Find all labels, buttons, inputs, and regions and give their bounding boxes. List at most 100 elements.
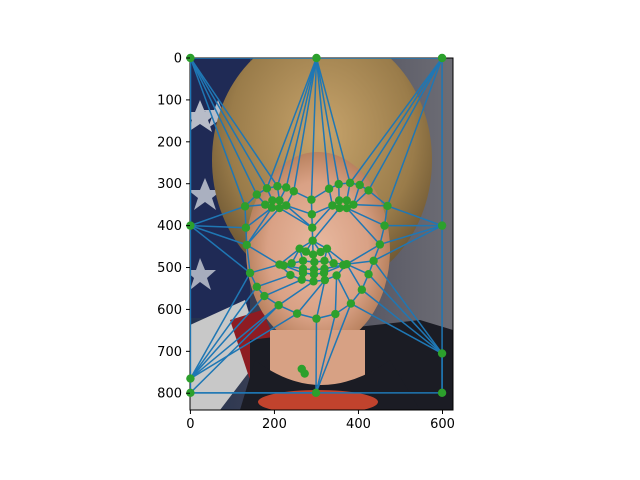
- triangulation-edge: [285, 58, 318, 188]
- landmark-point: [312, 314, 321, 323]
- landmark-point: [309, 270, 319, 279]
- triangulation-edge: [190, 312, 298, 380]
- landmark-point: [322, 244, 332, 253]
- landmark-point: [275, 196, 284, 205]
- triangulation-edge: [311, 205, 333, 229]
- triangulation-edge: [361, 289, 443, 355]
- triangulation-edge: [190, 58, 268, 189]
- landmark-point: [308, 236, 317, 245]
- landmark-point: [308, 250, 318, 259]
- triangulation-edge: [315, 313, 337, 393]
- triangulation-edge: [245, 207, 273, 229]
- triangulation-edge: [350, 302, 443, 355]
- landmark-point: [320, 256, 329, 266]
- landmark-point: [329, 259, 338, 268]
- triangulation-edge: [293, 58, 318, 192]
- triangulation-edge: [353, 203, 388, 207]
- y-tick-label: 0: [174, 52, 182, 67]
- triangulation-edge: [315, 58, 330, 189]
- landmark-point: [186, 374, 195, 383]
- triangulation-edge: [315, 279, 326, 319]
- landmark-point: [332, 271, 341, 280]
- triangulation-edge: [190, 205, 246, 227]
- triangulation-edge: [190, 58, 246, 207]
- triangulation-edge: [278, 280, 314, 306]
- landmark-point: [260, 291, 269, 301]
- triangulation-edge: [373, 224, 443, 262]
- x-tick-label: 400: [346, 417, 371, 432]
- x-tick-label: 200: [262, 417, 287, 432]
- triangulation-edge: [367, 58, 443, 191]
- landmark-point: [312, 53, 321, 63]
- landmark-point: [301, 247, 311, 256]
- landmark-point: [262, 184, 272, 193]
- landmark-point: [252, 282, 262, 291]
- landmark-point: [307, 210, 317, 219]
- triangulation-edge: [246, 244, 280, 266]
- y-tick-label: 100: [157, 93, 182, 108]
- landmark-point: [275, 203, 284, 213]
- triangulation-edge: [368, 273, 443, 354]
- landmark-point: [311, 388, 321, 398]
- landmark-point: [355, 180, 364, 190]
- landmark-point: [437, 349, 447, 358]
- landmark-point: [298, 256, 308, 266]
- landmark-point: [345, 178, 355, 188]
- x-tick-label: 0: [186, 417, 194, 432]
- triangulation-edge: [334, 275, 338, 315]
- triangulation-edge: [190, 224, 247, 246]
- landmark-point: [242, 240, 251, 250]
- y-axis: 0 100 200 300 400 500 600 700 800: [157, 52, 190, 402]
- landmark-point: [328, 201, 337, 210]
- y-tick-label: 800: [157, 387, 182, 402]
- landmark-point: [267, 203, 277, 212]
- landmark-point: [334, 196, 344, 205]
- triangulation-edge: [335, 275, 352, 304]
- x-axis: 0 200 400 600: [186, 410, 455, 432]
- landmark-point: [339, 260, 348, 270]
- landmark-point: [324, 184, 334, 193]
- landmark-point: [320, 275, 330, 285]
- landmark-point: [335, 203, 344, 213]
- landmark-point: [437, 221, 447, 230]
- triangulation-edge: [249, 263, 280, 274]
- landmark-point: [289, 187, 298, 196]
- landmark-points: [186, 53, 447, 398]
- triangulation-edge: [279, 207, 313, 229]
- landmark-point: [437, 388, 447, 398]
- triangulation-edge: [315, 58, 351, 184]
- triangulation-edge: [190, 304, 280, 380]
- landmark-point: [274, 301, 283, 310]
- landmark-point: [309, 277, 318, 286]
- landmark-point: [342, 203, 351, 213]
- landmark-point: [307, 195, 316, 204]
- landmark-point: [297, 275, 306, 284]
- triangulation-edge: [190, 272, 251, 379]
- x-tick-label: 600: [430, 417, 455, 432]
- landmark-point: [186, 53, 195, 63]
- landmark-point: [279, 261, 288, 270]
- landmark-point: [334, 179, 343, 189]
- triangulation-edge: [349, 58, 443, 184]
- landmark-point: [349, 200, 358, 209]
- y-tick-label: 500: [157, 261, 182, 276]
- landmark-point: [282, 201, 291, 210]
- triangulation-edge: [190, 286, 258, 380]
- triangulation-edge: [386, 58, 443, 207]
- landmark-point: [292, 309, 302, 318]
- landmark-point: [241, 223, 251, 232]
- triangulation-edge: [190, 58, 258, 195]
- triangulation-edge: [315, 303, 352, 394]
- landmark-point: [245, 268, 255, 278]
- y-tick-label: 400: [157, 219, 182, 234]
- landmark-point: [369, 256, 378, 266]
- landmark-point: [252, 190, 262, 199]
- landmark-point: [364, 270, 373, 279]
- landmark-point: [375, 240, 385, 249]
- triangulation-edge: [359, 58, 443, 186]
- triangulation-edge: [346, 207, 385, 227]
- landmark-point: [380, 221, 389, 230]
- triangulation-edge: [190, 58, 279, 187]
- triangulation-edge: [256, 274, 291, 288]
